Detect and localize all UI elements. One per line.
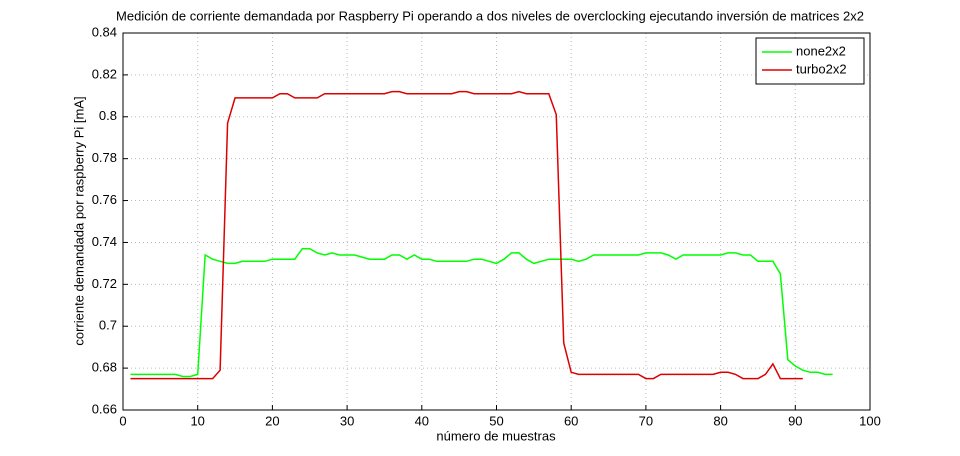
y-axis-label: corriente demandada por raspberry Pi [mA… — [71, 96, 86, 345]
y-tick-label: 0.8 — [99, 108, 117, 123]
series-line — [130, 90, 803, 380]
legend-label: turbo2x2 — [796, 61, 847, 76]
x-tick-label: 20 — [265, 413, 279, 428]
axes-box — [122, 32, 871, 411]
y-tick-label: 0.76 — [92, 192, 117, 207]
chart-title: Medición de corriente demandada por Rasp… — [116, 8, 864, 23]
x-tick-label: 80 — [713, 413, 727, 428]
x-tick-label: 100 — [859, 413, 881, 428]
y-tick-label: 0.74 — [92, 234, 117, 249]
y-tick-label: 0.72 — [92, 276, 117, 291]
y-tick-label: 0.68 — [92, 360, 117, 375]
x-tick-label: 90 — [788, 413, 802, 428]
legend-label: none2x2 — [796, 43, 846, 58]
y-tick-label: 0.82 — [92, 66, 117, 81]
y-tick-label: 0.7 — [99, 318, 117, 333]
x-tick-label: 10 — [190, 413, 204, 428]
x-tick-label: 40 — [415, 413, 429, 428]
x-tick-label: 60 — [564, 413, 578, 428]
y-tick-label: 0.84 — [92, 24, 117, 39]
legend-box — [755, 37, 865, 85]
x-tick-label: 0 — [119, 413, 126, 428]
x-tick-label: 30 — [340, 413, 354, 428]
series-line — [130, 247, 833, 378]
x-axis-label: número de muestras — [436, 428, 556, 443]
y-tick-label: 0.78 — [92, 150, 117, 165]
x-tick-label: 50 — [489, 413, 503, 428]
y-tick-label: 0.66 — [92, 401, 117, 416]
x-tick-label: 70 — [639, 413, 653, 428]
